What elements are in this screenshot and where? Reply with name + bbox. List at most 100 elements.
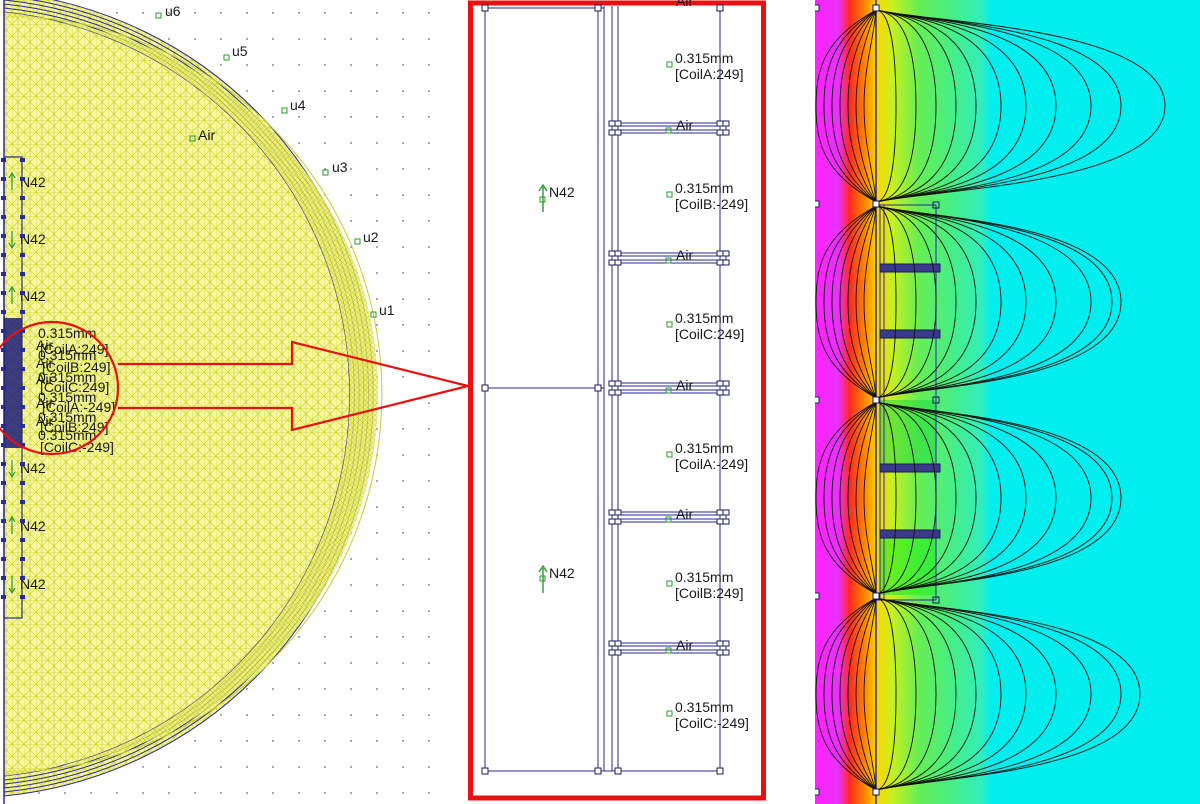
magnet-arrow-head xyxy=(8,285,16,293)
gap-node xyxy=(722,250,730,257)
magnet-label-text: N42 xyxy=(20,518,46,534)
zoom-top-partial: Air xyxy=(676,0,693,9)
boundary-node xyxy=(716,4,724,12)
magnet-node xyxy=(1,557,6,561)
crowded-label: 0.315mm xyxy=(38,427,96,443)
magnet-node xyxy=(1,519,6,523)
gap-label-marker xyxy=(665,516,672,523)
magnet-marker: N42 xyxy=(8,231,46,250)
crowded-label: Air xyxy=(36,371,53,387)
crowded-coil-labels: 0.315mm [CoilA:249] Air 0.315mm [CoilB:2… xyxy=(36,325,115,455)
magnet-node xyxy=(20,329,25,333)
magnet-node xyxy=(20,576,25,580)
gap-node xyxy=(716,389,724,396)
field-contour-line xyxy=(875,205,1122,399)
magnet-node xyxy=(1,538,6,542)
magnet-label-text: N42 xyxy=(20,288,46,304)
gap-label-text: Air xyxy=(676,247,693,263)
gap-label-text: Air xyxy=(676,637,693,653)
field-contour-line xyxy=(875,9,957,203)
field-contour-line xyxy=(875,597,1057,791)
magnet-node xyxy=(1,500,6,504)
field-contour-line xyxy=(875,9,897,203)
gap-node xyxy=(716,509,724,516)
magnet-node xyxy=(20,234,25,238)
magnet-marker: N42 xyxy=(8,171,46,190)
shell-label-text: u5 xyxy=(232,43,248,59)
coil-wire-label: 0.315mm xyxy=(675,310,733,326)
crowded-label: 0.315mm xyxy=(38,347,96,363)
crowded-label: [CoilA:-249] xyxy=(42,399,115,415)
field-contour-line xyxy=(863,597,877,791)
gap-node xyxy=(614,129,622,136)
magnet-node xyxy=(20,253,25,257)
field-node xyxy=(872,200,880,208)
field-node xyxy=(815,592,820,600)
gap-node xyxy=(722,640,730,647)
shell-label-text: u6 xyxy=(165,3,181,19)
shell-label-text: u3 xyxy=(332,159,348,175)
coil-block-1: 0.315mm [CoilA:249] xyxy=(666,50,743,82)
field-contour-line xyxy=(875,401,957,595)
magnet-node xyxy=(20,348,25,352)
field-contour-line xyxy=(875,597,1027,791)
magnet-node xyxy=(1,462,6,466)
field-contour-line xyxy=(823,401,877,595)
field-contour-line xyxy=(875,401,1113,595)
zoom-circle xyxy=(0,320,120,456)
magnet-rows: N42 N42 N42 N42 N42 N42 xyxy=(1,158,46,599)
magnet-node xyxy=(20,272,25,276)
gap-node xyxy=(608,259,616,266)
coil-wire-label: 0.315mm xyxy=(675,569,733,585)
field-contour-line xyxy=(823,9,877,203)
magnet-stack: N42 N42 N42 N42 N42 N42 xyxy=(1,156,46,619)
magnet-node xyxy=(20,443,25,447)
shell-label-text: u4 xyxy=(290,97,306,113)
magnet-marker: N42 xyxy=(8,576,46,595)
field-contour-line xyxy=(855,9,877,203)
field-contour-line xyxy=(875,401,897,595)
gap-node xyxy=(608,250,616,257)
field-contour-line xyxy=(855,401,877,595)
field-contour-line xyxy=(815,205,877,399)
magnet-node xyxy=(1,177,6,181)
crowded-label: [CoilA:249] xyxy=(40,341,108,357)
magnet-node xyxy=(20,158,25,162)
field-node xyxy=(815,4,820,12)
gap-node xyxy=(614,250,622,257)
magnet-node xyxy=(1,291,6,295)
field-contour-line xyxy=(839,205,877,399)
field-coil-node xyxy=(932,396,940,404)
magnet-node xyxy=(1,576,6,580)
field-contour-line xyxy=(875,401,977,595)
gap-node xyxy=(614,509,622,516)
zoom-gap-band: Air xyxy=(608,377,730,396)
field-coil-node xyxy=(932,201,940,209)
field-contour-line xyxy=(875,401,917,595)
air-region-label: Air xyxy=(189,127,215,143)
field-contour-line xyxy=(875,205,917,399)
field-contour-line xyxy=(875,597,917,791)
coil-circuit-label: [CoilC:249] xyxy=(675,326,744,342)
crowded-label: [CoilB:249] xyxy=(42,359,110,375)
zoom-magnet-label-2: N42 xyxy=(538,564,575,593)
magnet-arrow-head xyxy=(8,515,16,523)
zoom-gap-bands: Air Air Air Air Air xyxy=(481,4,730,775)
gap-node xyxy=(716,518,724,525)
field-contour-line xyxy=(875,9,1057,203)
field-contour-line xyxy=(847,9,877,203)
field-contour-line xyxy=(875,9,917,203)
gap-node xyxy=(614,389,622,396)
gap-node xyxy=(614,380,622,387)
magnet-node xyxy=(20,424,25,428)
coil-circuit-label: [CoilB:-249] xyxy=(675,196,748,212)
shell-label-text: u1 xyxy=(379,302,395,318)
coil-circuit-label: [CoilA:249] xyxy=(675,66,743,82)
boundary-node xyxy=(614,767,622,775)
magnet-node xyxy=(20,595,25,599)
field-contour-line xyxy=(875,597,957,791)
magnet-label-text: N42 xyxy=(20,576,46,592)
coil-wire-label: 0.315mm xyxy=(675,699,733,715)
coil-circuit-label: [CoilA:-249] xyxy=(675,456,748,472)
